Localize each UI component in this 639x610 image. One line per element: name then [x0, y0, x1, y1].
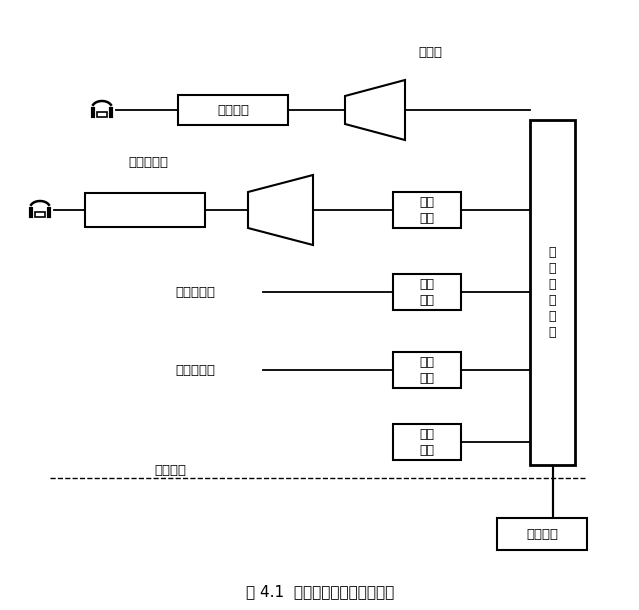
Text: 用户级: 用户级: [418, 46, 442, 59]
Text: 数字
终端: 数字 终端: [419, 195, 435, 224]
Bar: [497, 518, 587, 550]
Bar: [178, 95, 288, 125]
Bar: [393, 192, 461, 228]
Polygon shape: [248, 175, 313, 245]
Text: 模拟中继线: 模拟中继线: [175, 364, 215, 376]
Bar: [85, 193, 205, 227]
Text: 数
字
交
换
网
络: 数 字 交 换 网 络: [549, 246, 557, 339]
Bar: [530, 120, 575, 465]
Text: 话路设备: 话路设备: [154, 464, 186, 476]
Bar: [97, 112, 107, 117]
Text: 远端用户级: 远端用户级: [128, 156, 168, 168]
Text: 数字中继线: 数字中继线: [175, 285, 215, 298]
Text: 用户电路: 用户电路: [217, 104, 249, 117]
Bar: [393, 274, 461, 310]
Text: 数字
终端: 数字 终端: [419, 278, 435, 306]
Polygon shape: [345, 80, 405, 140]
Text: 图 4.1  程控数字交换机基本结构: 图 4.1 程控数字交换机基本结构: [246, 584, 394, 600]
Bar: [393, 352, 461, 388]
Text: 信令
部件: 信令 部件: [419, 428, 435, 456]
Text: 控制设备: 控制设备: [526, 528, 558, 540]
Text: 模拟
终端: 模拟 终端: [419, 356, 435, 384]
Bar: [393, 424, 461, 460]
Bar: [35, 212, 45, 217]
